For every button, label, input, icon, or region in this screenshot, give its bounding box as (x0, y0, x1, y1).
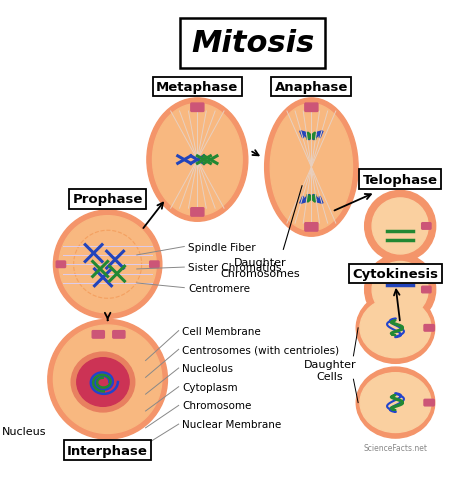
Ellipse shape (372, 262, 428, 318)
Text: Cytoplasm: Cytoplasm (182, 382, 238, 392)
Text: Spindle Fiber: Spindle Fiber (188, 242, 255, 252)
FancyBboxPatch shape (422, 287, 431, 293)
FancyBboxPatch shape (305, 104, 318, 112)
Ellipse shape (54, 211, 162, 319)
FancyBboxPatch shape (92, 331, 104, 338)
FancyBboxPatch shape (150, 262, 159, 268)
Ellipse shape (48, 320, 167, 439)
Ellipse shape (71, 352, 135, 412)
Text: Chromosome: Chromosome (182, 400, 252, 410)
Text: Prophase: Prophase (73, 193, 143, 206)
Text: ScienceFacts.net: ScienceFacts.net (364, 443, 428, 452)
FancyBboxPatch shape (191, 104, 204, 112)
Ellipse shape (360, 298, 431, 358)
Ellipse shape (356, 367, 435, 438)
FancyBboxPatch shape (422, 223, 431, 230)
Text: Cell Membrane: Cell Membrane (182, 326, 261, 336)
Text: Interphase: Interphase (67, 444, 148, 457)
Text: Mitosis: Mitosis (191, 29, 314, 58)
FancyBboxPatch shape (191, 208, 204, 216)
Ellipse shape (365, 254, 436, 325)
Ellipse shape (153, 104, 242, 216)
Ellipse shape (264, 99, 358, 237)
Text: Cytokinesis: Cytokinesis (353, 267, 438, 280)
Ellipse shape (54, 325, 162, 433)
Ellipse shape (147, 99, 248, 222)
Ellipse shape (365, 191, 436, 262)
Ellipse shape (77, 358, 129, 407)
Text: Centrosomes (with centrioles): Centrosomes (with centrioles) (182, 345, 339, 355)
FancyBboxPatch shape (113, 331, 125, 338)
Text: Sister Chromatids: Sister Chromatids (188, 263, 282, 273)
Ellipse shape (356, 293, 435, 363)
Ellipse shape (270, 104, 353, 231)
Ellipse shape (59, 216, 156, 313)
Text: Daughter
Chromosomes: Daughter Chromosomes (220, 257, 300, 279)
FancyBboxPatch shape (305, 223, 318, 232)
FancyBboxPatch shape (424, 399, 434, 406)
FancyBboxPatch shape (56, 262, 65, 268)
Text: Daughter
Cells: Daughter Cells (304, 360, 356, 381)
Ellipse shape (372, 199, 428, 254)
Text: Nuclear Membrane: Nuclear Membrane (182, 419, 282, 429)
Text: Telophase: Telophase (363, 173, 438, 186)
Text: Metaphase: Metaphase (156, 81, 238, 94)
Ellipse shape (360, 373, 431, 432)
Text: Centromere: Centromere (188, 283, 250, 293)
FancyBboxPatch shape (424, 325, 434, 331)
Text: Nucleus: Nucleus (1, 426, 46, 436)
Text: Anaphase: Anaphase (275, 81, 348, 94)
Text: Nucleolus: Nucleolus (182, 363, 233, 373)
